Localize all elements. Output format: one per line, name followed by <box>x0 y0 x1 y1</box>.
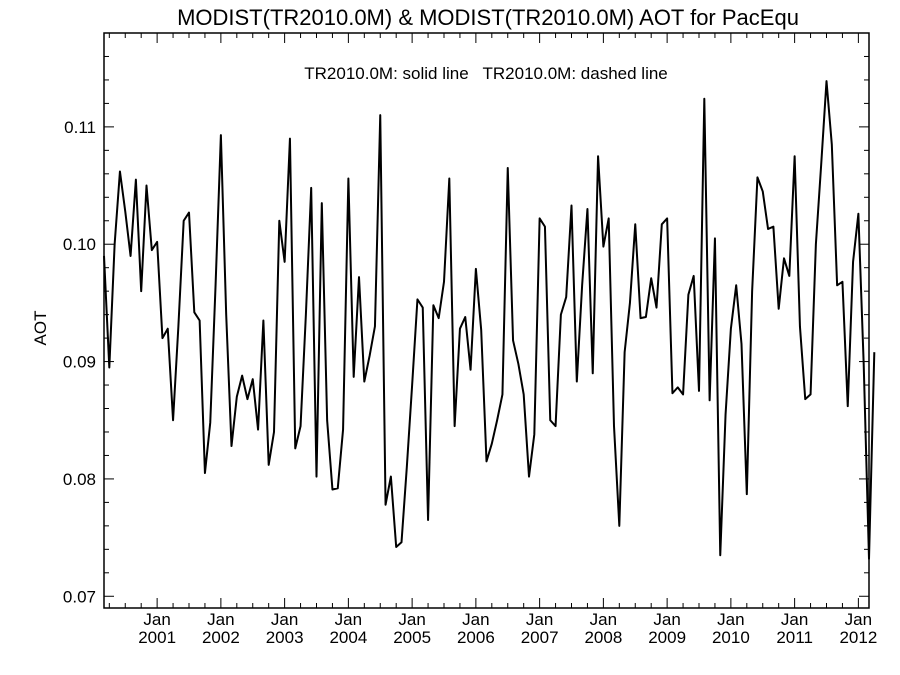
x-tick-label-month: Jan <box>526 610 553 629</box>
x-tick-label-year: 2011 <box>776 628 813 647</box>
x-tick-label-month: Jan <box>717 610 744 629</box>
x-tick-label-year: 2004 <box>329 628 367 647</box>
y-tick-label: 0.08 <box>63 470 96 489</box>
x-tick-label-year: 2002 <box>202 628 240 647</box>
x-tick-label-month: Jan <box>590 610 617 629</box>
chart-title: MODIST(TR2010.0M) & MODIST(TR2010.0M) AO… <box>177 5 799 30</box>
line-style-annotation: TR2010.0M: solid line TR2010.0M: dashed … <box>304 64 668 83</box>
plot-frame <box>103 32 870 609</box>
x-tick-label-year: 2010 <box>712 628 750 647</box>
x-tick-label-month: Jan <box>398 610 425 629</box>
y-axis-label: AOT <box>31 311 50 346</box>
x-tick-label-month: Jan <box>462 610 489 629</box>
y-tick-label: 0.09 <box>63 353 96 372</box>
x-tick-label-year: 2003 <box>266 628 304 647</box>
x-tick-label-month: Jan <box>207 610 234 629</box>
x-tick-label-year: 2005 <box>393 628 431 647</box>
x-tick-label-month: Jan <box>143 610 170 629</box>
x-tick-label-month: Jan <box>845 610 872 629</box>
series-line-solid <box>103 80 876 560</box>
x-tick-label-month: Jan <box>335 610 362 629</box>
axis-tick-labels: 0.070.080.090.100.11Jan2001Jan2002Jan200… <box>63 118 877 647</box>
x-tick-label-month: Jan <box>653 610 680 629</box>
y-tick-label: 0.07 <box>63 587 96 606</box>
axis-ticks <box>104 32 869 608</box>
x-tick-label-year: 2001 <box>138 628 176 647</box>
x-tick-label-year: 2006 <box>457 628 495 647</box>
x-tick-label-year: 2009 <box>648 628 686 647</box>
y-tick-label: 0.11 <box>64 118 96 137</box>
x-tick-label-year: 2012 <box>839 628 877 647</box>
x-tick-label-month: Jan <box>271 610 298 629</box>
x-tick-label-year: 2007 <box>521 628 559 647</box>
x-tick-label-month: Jan <box>781 610 808 629</box>
x-tick-label-year: 2008 <box>584 628 622 647</box>
y-tick-label: 0.10 <box>63 235 96 254</box>
